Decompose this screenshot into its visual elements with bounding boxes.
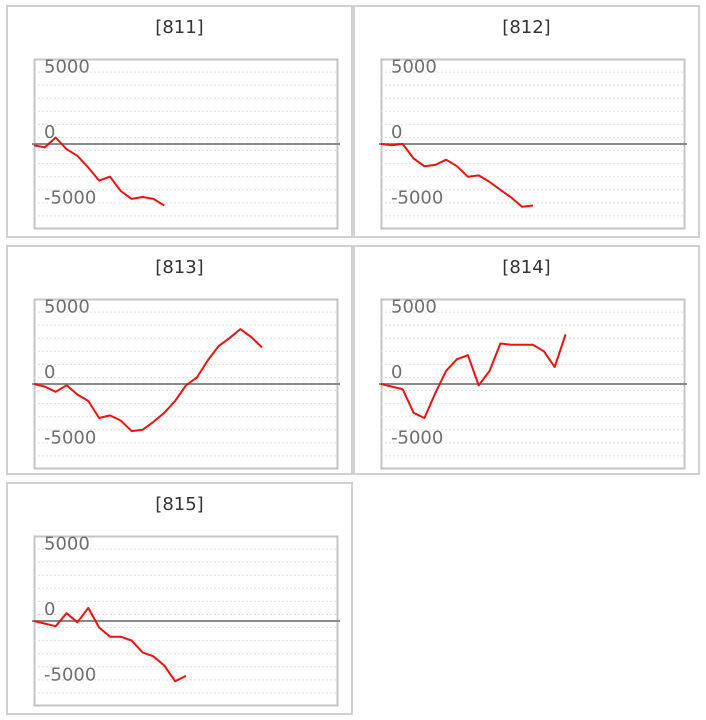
plot-area: 5000 0 -5000: [32, 297, 340, 470]
plot-area: 5000 0 -5000: [379, 57, 687, 230]
y-tick-label: 5000: [44, 297, 90, 318]
y-tick-label: 5000: [44, 534, 90, 555]
chart-title: [814]: [502, 257, 551, 278]
line-chart: 5000 0 -5000: [379, 297, 687, 470]
series-line: [380, 333, 567, 419]
y-tick-label: 0: [44, 122, 55, 143]
line-chart: 5000 0 -5000: [379, 57, 687, 230]
series-line: [380, 143, 534, 208]
chart-panel-815: [815] 5000 0 -5000: [6, 482, 353, 715]
y-tick-label: -5000: [44, 427, 96, 448]
chart-title: [811]: [155, 17, 204, 38]
y-tick-label: 5000: [391, 297, 437, 318]
series-line: [33, 606, 187, 683]
chart-title: [815]: [155, 494, 204, 515]
y-tick-label: 0: [44, 599, 55, 620]
chart-panel-812: [812] 5000 0 -5000: [353, 5, 700, 238]
y-tick-label: -5000: [44, 664, 96, 685]
line-chart: 5000 0 -5000: [32, 534, 340, 707]
line-chart: 5000 0 -5000: [32, 297, 340, 470]
y-tick-label: -5000: [391, 427, 443, 448]
y-tick-label: 5000: [44, 57, 90, 78]
series-line: [33, 328, 263, 433]
y-tick-label: 0: [391, 362, 402, 383]
y-tick-label: -5000: [44, 187, 96, 208]
y-tick-label: 0: [44, 362, 55, 383]
chart-panel-811: [811] 5000 0 -5000: [6, 5, 353, 238]
plot-area: 5000 0 -5000: [32, 57, 340, 230]
series-line: [33, 136, 165, 207]
y-tick-label: 5000: [391, 57, 437, 78]
line-chart: 5000 0 -5000: [32, 57, 340, 230]
chart-panel-813: [813] 5000 0 -5000: [6, 245, 353, 475]
plot-area: 5000 0 -5000: [32, 534, 340, 707]
y-tick-label: -5000: [391, 187, 443, 208]
chart-title: [813]: [155, 257, 204, 278]
plot-area: 5000 0 -5000: [379, 297, 687, 470]
chart-title: [812]: [502, 17, 551, 38]
chart-panel-814: [814] 5000 0 -5000: [353, 245, 700, 475]
y-tick-label: 0: [391, 122, 402, 143]
